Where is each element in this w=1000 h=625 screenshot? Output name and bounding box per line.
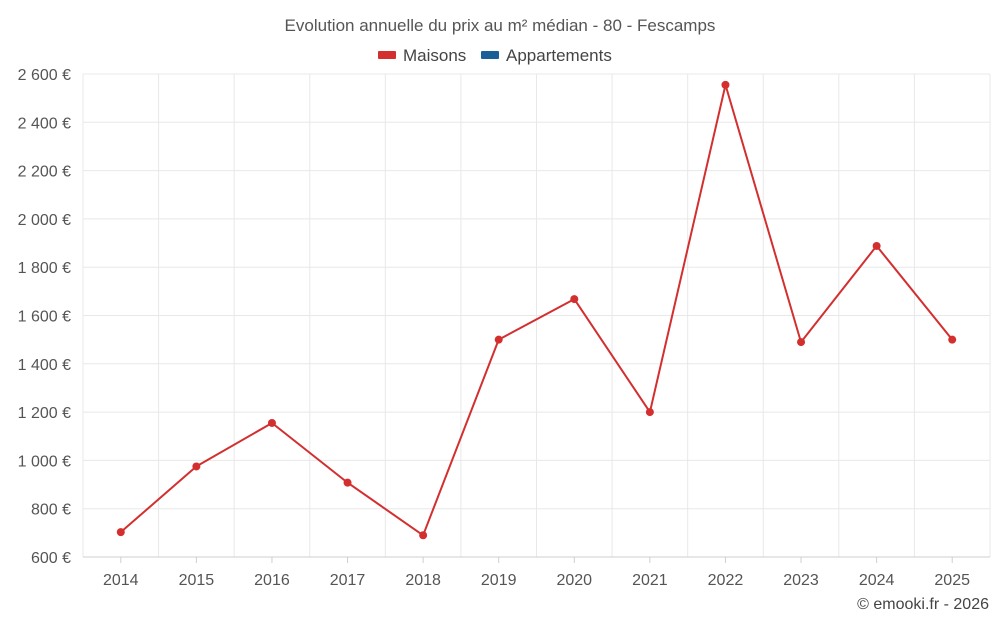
x-tick-label: 2021 xyxy=(632,572,668,589)
data-point-maisons[interactable] xyxy=(192,462,201,471)
x-tick-label: 2023 xyxy=(783,572,819,589)
x-tick-label: 2019 xyxy=(481,572,517,589)
legend: Maisons Appartements xyxy=(378,46,612,65)
data-point-maisons[interactable] xyxy=(948,335,957,344)
data-point-maisons[interactable] xyxy=(872,241,881,250)
data-point-maisons[interactable] xyxy=(645,408,654,417)
x-tick-label: 2016 xyxy=(254,572,290,589)
data-point-maisons[interactable] xyxy=(797,338,806,347)
data-point-maisons[interactable] xyxy=(570,295,579,304)
x-axis: 2014 2015 2016 2017 2018 2019 2020 2021 2022 2023… xyxy=(83,556,990,589)
chart-title: Evolution annuelle du prix au m² médian … xyxy=(285,16,716,35)
y-tick-label: 2 400 € xyxy=(18,115,71,132)
grid xyxy=(82,73,991,557)
y-tick-label: 1 200 € xyxy=(18,405,71,422)
data-point-maisons[interactable] xyxy=(116,528,125,537)
credit-text: © emooki.fr - 2026 xyxy=(857,596,989,613)
data-point-maisons[interactable] xyxy=(419,531,428,540)
y-tick-label: 1 600 € xyxy=(18,309,71,326)
x-tick-label: 2018 xyxy=(405,572,441,589)
y-tick-label: 1 000 € xyxy=(18,453,71,470)
legend-swatch-maisons xyxy=(378,51,396,59)
series-maisons xyxy=(116,80,957,540)
legend-item-maisons[interactable]: Maisons xyxy=(378,46,466,65)
y-tick-label: 2 000 € xyxy=(18,212,71,229)
x-tick-label: 2024 xyxy=(859,572,895,589)
legend-item-appartements[interactable]: Appartements xyxy=(481,46,612,65)
legend-label-appartements: Appartements xyxy=(506,46,612,65)
x-tick-label: 2022 xyxy=(708,572,744,589)
legend-swatch-appartements xyxy=(481,51,499,59)
series-line-maisons xyxy=(120,83,953,537)
data-point-maisons[interactable] xyxy=(267,418,276,427)
legend-label-maisons: Maisons xyxy=(403,46,466,65)
x-tick-label: 2014 xyxy=(103,572,139,589)
y-tick-label: 800 € xyxy=(31,502,71,519)
x-tick-label: 2025 xyxy=(934,572,970,589)
data-point-maisons[interactable] xyxy=(721,80,730,89)
y-tick-label: 1 800 € xyxy=(18,260,71,277)
x-tick-label: 2020 xyxy=(556,572,592,589)
y-tick-label: 1 400 € xyxy=(18,357,71,374)
y-tick-label: 2 200 € xyxy=(18,164,71,181)
x-tick-label: 2017 xyxy=(330,572,366,589)
y-axis: 600 € 800 € 1 000 € 1 200 € 1 400 € 1 600 € 1 … xyxy=(18,67,71,567)
data-point-maisons[interactable] xyxy=(494,335,503,344)
x-tick-label: 2015 xyxy=(179,572,215,589)
y-tick-label: 2 600 € xyxy=(18,67,71,84)
data-point-maisons[interactable] xyxy=(343,478,352,487)
y-tick-label: 600 € xyxy=(31,550,71,567)
